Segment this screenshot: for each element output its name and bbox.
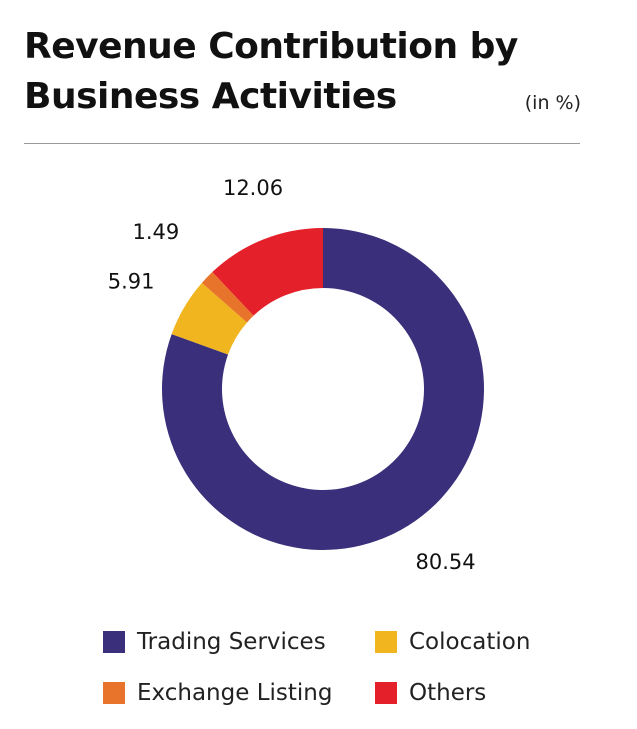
legend-item-colocation: Colocation: [375, 625, 575, 659]
legend-swatch-trading-services: [103, 631, 125, 653]
legend-item-trading-services: Trading Services: [103, 625, 375, 659]
data-labels: 80.54 5.91 1.49 12.06: [108, 176, 476, 574]
legend-item-others: Others: [375, 676, 575, 710]
legend-swatch-exchange-listing: [103, 682, 125, 704]
unit-label: (in %): [524, 92, 581, 114]
data-label-exchange-listing: 1.49: [133, 220, 180, 244]
legend-item-exchange-listing: Exchange Listing: [103, 676, 375, 710]
title-divider: [24, 143, 580, 144]
donut-slices: [162, 228, 484, 550]
legend: Trading Services Colocation Exchange Lis…: [103, 625, 575, 710]
slice-trading-services: [162, 228, 484, 550]
legend-label-exchange-listing: Exchange Listing: [137, 680, 333, 706]
legend-label-others: Others: [409, 680, 487, 706]
slice-exchange-listing: [201, 272, 254, 323]
slice-colocation: [171, 282, 248, 355]
chart-title-line-2: Business Activities: [24, 76, 397, 117]
data-label-trading-services: 80.54: [416, 550, 476, 574]
legend-swatch-colocation: [375, 631, 397, 653]
chart-title: Revenue Contribution by Business Activit…: [24, 22, 518, 122]
slice-others: [212, 228, 323, 316]
legend-swatch-others: [375, 682, 397, 704]
legend-label-trading-services: Trading Services: [137, 629, 326, 655]
chart-title-line-1: Revenue Contribution by: [24, 26, 518, 67]
data-label-others: 12.06: [223, 176, 283, 200]
legend-label-colocation: Colocation: [409, 629, 531, 655]
data-label-colocation: 5.91: [108, 270, 155, 294]
